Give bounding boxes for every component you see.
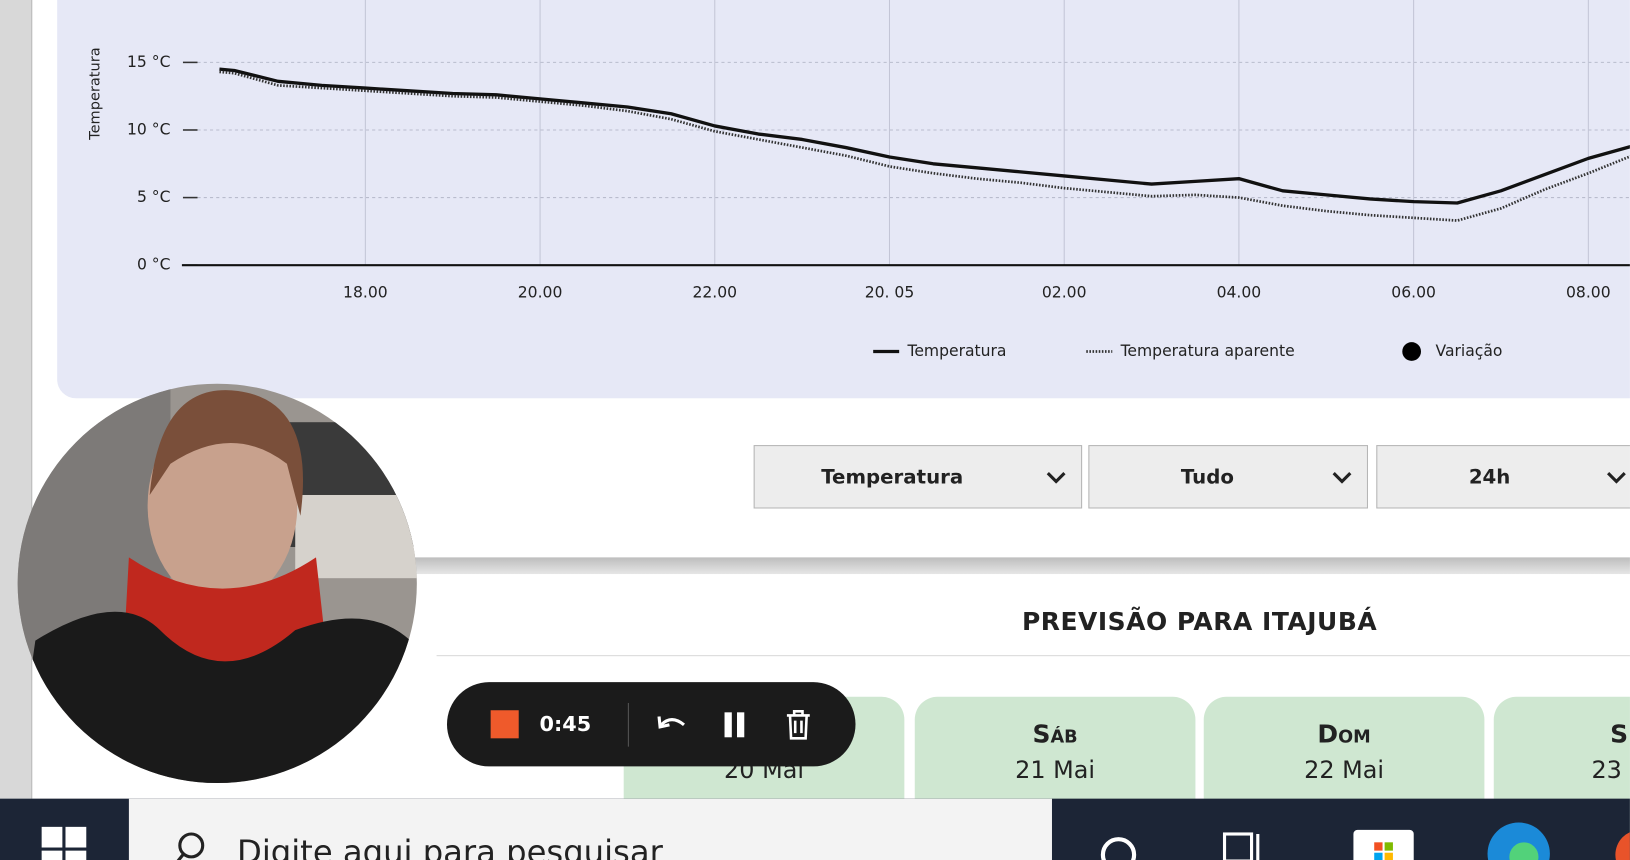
search-box[interactable]: Digite aqui para pesquisar	[128, 798, 1052, 860]
series-line	[219, 67, 1630, 205]
separator	[31, 557, 1630, 575]
start-button[interactable]	[41, 826, 88, 860]
task-view-icon[interactable]	[1222, 830, 1268, 860]
dropdown-label: 24h	[1468, 465, 1511, 489]
y-tick-label: 5 °C	[137, 188, 171, 206]
recorder-bar: 0:45	[446, 682, 856, 767]
search-icon	[176, 832, 205, 860]
card-date: 21 Mai	[1015, 757, 1096, 785]
y-tick-label: 15 °C	[127, 53, 171, 71]
y-tick-label: 10 °C	[127, 120, 171, 138]
y-axis-label: Temperatura	[87, 47, 104, 140]
recorder-time: 0:45	[539, 711, 592, 737]
x-tick-label: 20. 05	[865, 284, 915, 302]
legend-label: Variação	[1436, 342, 1503, 360]
y-tick-label: 20 °C	[127, 0, 171, 3]
chevron	[1607, 472, 1626, 484]
x-tick-label: 02.00	[1042, 284, 1087, 302]
x-tick-label: 06.00	[1391, 284, 1436, 302]
forecast-title: PREVISÃO PARA ITAJUBÁ	[1021, 607, 1378, 637]
delete-button[interactable]	[784, 708, 813, 741]
chart: Temperatura 0 °C 5 °C 10 °C 15 °C 20 °C 18.00…	[57, 0, 1630, 399]
store-icon[interactable]	[1351, 824, 1415, 860]
dropdown[interactable]: 24h	[1376, 445, 1630, 509]
dropdown[interactable]: Temperatura	[753, 445, 1083, 509]
search-placeholder: Digite aqui para pesquisar	[237, 833, 663, 860]
divider	[436, 655, 1630, 657]
stop-button[interactable]	[490, 710, 519, 739]
pause-button[interactable]	[722, 710, 747, 739]
y-tick-label: 0 °C	[137, 256, 171, 274]
card-day: Sáb	[1032, 719, 1078, 749]
card-date: 23	[1591, 757, 1622, 785]
webcam	[17, 383, 417, 784]
cortana-icon[interactable]	[1097, 832, 1141, 860]
legend-swatch	[1402, 342, 1421, 361]
x-tick-label: 18.00	[343, 284, 388, 302]
dropdown[interactable]: Tudo	[1088, 445, 1368, 509]
left-strip	[0, 0, 33, 799]
chevron	[1332, 472, 1352, 484]
x-tick-label: 08.00	[1566, 284, 1611, 302]
divider	[627, 702, 629, 747]
dropdown-label: Temperatura	[821, 465, 964, 489]
legend-label: Temperatura	[906, 342, 1006, 360]
x-tick-label: 04.00	[1217, 284, 1262, 302]
edge-icon[interactable]	[1484, 819, 1553, 860]
undo-button[interactable]	[655, 710, 688, 739]
x-tick-label: 20.00	[518, 284, 563, 302]
card-date: 22 Mai	[1304, 757, 1385, 785]
legend-label: Temperatura aparente	[1120, 342, 1295, 360]
chevron	[1046, 472, 1066, 484]
dropdown-label: Tudo	[1180, 465, 1234, 489]
card-day: S	[1610, 719, 1629, 749]
taskbar: Digite aqui para pesquisar	[0, 798, 1630, 860]
app-icon[interactable]	[1611, 824, 1630, 860]
x-tick-label: 22.00	[692, 284, 737, 302]
card-day: Dom	[1317, 719, 1371, 749]
chart-panel	[57, 0, 1630, 399]
series-line	[219, 70, 1630, 222]
